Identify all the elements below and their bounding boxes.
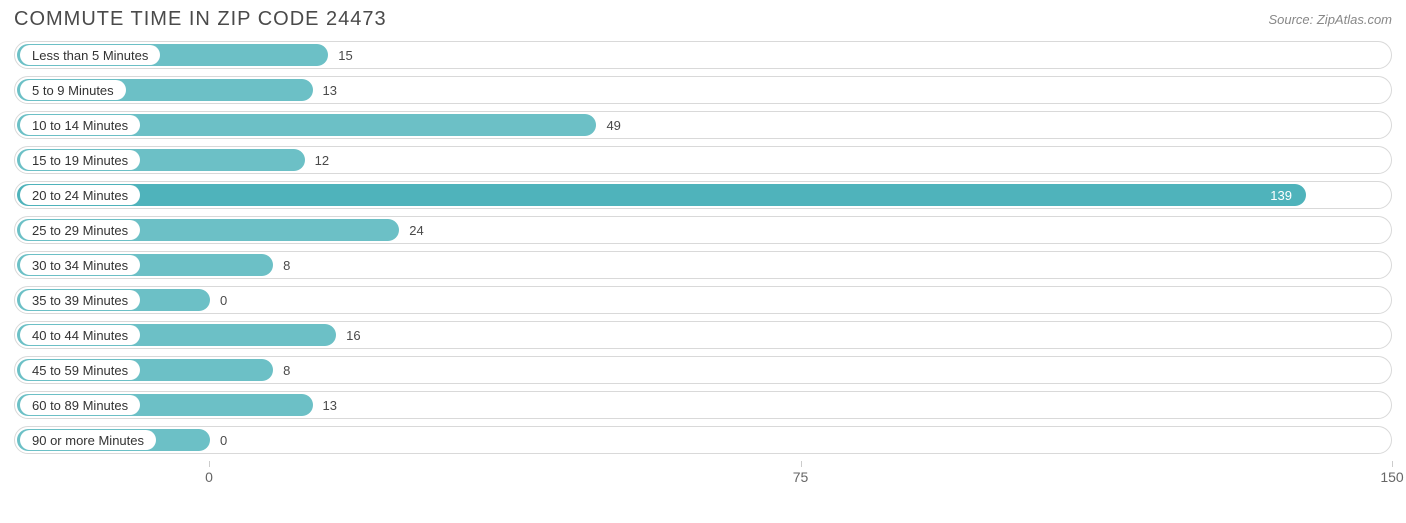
value-label: 0 [220,427,227,453]
category-label: 35 to 39 Minutes [20,290,140,310]
chart-source: Source: ZipAtlas.com [1268,12,1392,27]
category-label: 60 to 89 Minutes [20,395,140,415]
bar-row: 15 to 19 Minutes 12 [14,146,1392,174]
bar-row: 10 to 14 Minutes 49 [14,111,1392,139]
bar-fill [17,184,1306,206]
category-label: 15 to 19 Minutes [20,150,140,170]
bar-row: 5 to 9 Minutes 13 [14,76,1392,104]
category-label: 90 or more Minutes [20,430,156,450]
chart-header: COMMUTE TIME IN ZIP CODE 24473 Source: Z… [0,0,1406,37]
value-label: 13 [323,77,337,103]
tick-mark [209,461,210,467]
value-label: 49 [606,112,620,138]
bar-row: 35 to 39 Minutes 0 [14,286,1392,314]
bar-row: 45 to 59 Minutes 8 [14,356,1392,384]
bar-row: 40 to 44 Minutes 16 [14,321,1392,349]
category-label: 10 to 14 Minutes [20,115,140,135]
category-label: 5 to 9 Minutes [20,80,126,100]
value-label: 8 [283,252,290,278]
category-label: 25 to 29 Minutes [20,220,140,240]
chart-title: COMMUTE TIME IN ZIP CODE 24473 [14,8,387,31]
bar-row: Less than 5 Minutes 15 [14,41,1392,69]
chart-area: Less than 5 Minutes 15 5 to 9 Minutes 13 10 … [0,37,1406,454]
value-label: 8 [283,357,290,383]
bar-row: 30 to 34 Minutes 8 [14,251,1392,279]
bar-row: 60 to 89 Minutes 13 [14,391,1392,419]
value-label: 139 [1270,182,1292,208]
value-label: 12 [315,147,329,173]
value-label: 24 [409,217,423,243]
tick-label: 0 [205,469,213,485]
value-label: 0 [220,287,227,313]
value-label: 16 [346,322,360,348]
value-label: 13 [323,392,337,418]
tick-label: 75 [793,469,809,485]
value-label: 15 [338,42,352,68]
category-label: 40 to 44 Minutes [20,325,140,345]
category-label: Less than 5 Minutes [20,45,160,65]
tick-mark [801,461,802,467]
x-axis: 075150 [14,461,1392,495]
bar-row: 25 to 29 Minutes 24 [14,216,1392,244]
bar-row: 90 or more Minutes 0 [14,426,1392,454]
category-label: 20 to 24 Minutes [20,185,140,205]
tick-mark [1392,461,1393,467]
category-label: 45 to 59 Minutes [20,360,140,380]
category-label: 30 to 34 Minutes [20,255,140,275]
tick-label: 150 [1380,469,1403,485]
bar-row: 20 to 24 Minutes 139 [14,181,1392,209]
